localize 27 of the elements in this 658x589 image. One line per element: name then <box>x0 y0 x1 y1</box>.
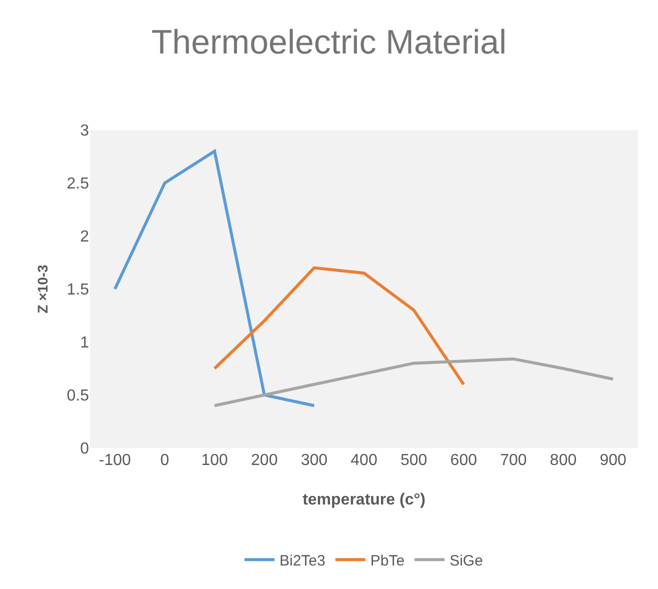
x-tick-label: 0 <box>160 452 170 469</box>
x-tick-label: 200 <box>251 452 278 469</box>
x-tick-label: 600 <box>450 452 478 469</box>
x-tick-label: 800 <box>550 452 577 469</box>
x-tick-label: 500 <box>400 452 428 469</box>
y-tick-label: 2.5 <box>66 176 90 193</box>
x-tick-label: 900 <box>600 452 627 469</box>
line-series <box>213 357 615 408</box>
legend-label: SiGe <box>450 552 483 570</box>
y-tick-label: 2 <box>80 228 90 246</box>
x-tick-label: 300 <box>300 452 328 469</box>
x-tick-label: 100 <box>201 452 228 469</box>
y-tick-label: 1.5 <box>66 282 90 299</box>
y-tick-label: 1 <box>80 334 90 352</box>
x-tick-label: 400 <box>350 452 378 469</box>
x-tick-label: -100 <box>98 452 132 469</box>
line-series <box>213 266 466 386</box>
legend-label: Bi2Te3 <box>280 552 326 570</box>
y-tick-label: 0 <box>80 440 90 458</box>
x-axis-title: temperature (c°) <box>302 492 426 509</box>
y-tick-label: 3 <box>80 122 90 140</box>
x-tick-label: 700 <box>500 452 527 469</box>
y-axis-title: Z ×10-3 <box>34 264 50 314</box>
legend-label: PbTe <box>370 552 405 570</box>
chart-title: Thermoelectric Material <box>151 23 507 62</box>
line-series <box>113 150 316 408</box>
y-tick-label: 0.5 <box>66 388 90 405</box>
